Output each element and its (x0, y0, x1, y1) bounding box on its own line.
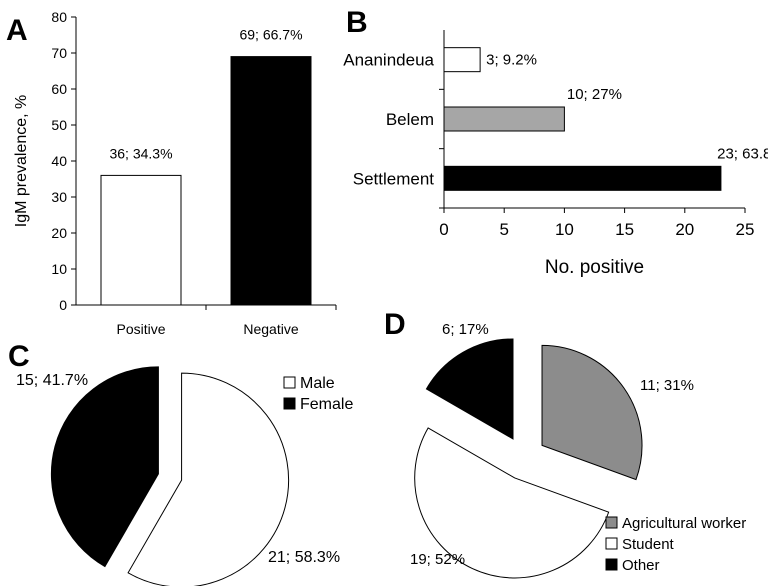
legend-label-male: Male (300, 375, 335, 392)
pie-slice-agricultural-worker (541, 344, 643, 481)
panel-b-horizontal-bar-chart: 0 5 10 15 20 25 Ananindeua 3; 9.2% Belem 10; 27% S… (343, 30, 768, 278)
data-label-female: 15; 41.7% (16, 372, 88, 389)
data-label-other: 6; 17% (442, 321, 489, 338)
panel-a-bar-chart: 0 10 20 30 40 50 60 70 80 36; 34.3% Positive 69; 66… (13, 9, 337, 337)
x-category-label: Positive (116, 321, 165, 337)
x-tick-label: 15 (615, 220, 634, 239)
legend-swatch-other (605, 558, 618, 571)
panel-letter-c: C (8, 340, 30, 373)
legend-swatch-male (283, 376, 296, 389)
legend-label-agricultural-worker: Agricultural worker (622, 515, 746, 532)
data-label-ananindeua: 3; 9.2% (486, 52, 537, 69)
x-category-label: Negative (243, 321, 298, 337)
data-label-positive: 36; 34.3% (109, 145, 172, 161)
panel-c-pie-chart: 21; 58.3% 15; 41.7% Male Female (16, 366, 353, 586)
pie-slice-female (50, 366, 159, 568)
y-tick-label: 80 (51, 9, 67, 25)
y-category-label: Belem (386, 110, 434, 129)
y-tick-label: 50 (51, 117, 67, 133)
panel-d-pie-chart: 11; 31% 19; 52% 6; 17% Agricultural worker S… (410, 321, 746, 579)
data-label-settlement: 23; 63.8% (717, 145, 768, 162)
bar-negative (230, 56, 312, 306)
y-category-label: Ananindeua (343, 51, 434, 70)
x-tick-label: 0 (439, 220, 448, 239)
legend-label-other: Other (622, 557, 660, 574)
y-category-label: Settlement (353, 169, 435, 188)
x-tick-label: 20 (675, 220, 694, 239)
panel-letter-a: A (6, 14, 28, 47)
y-tick-label: 40 (51, 153, 67, 169)
x-axis-title: No. positive (545, 257, 644, 278)
y-tick-label: 30 (51, 189, 67, 205)
data-label-agricultural-worker: 11; 31% (640, 377, 694, 394)
bar-belem (443, 106, 565, 132)
x-tick-label: 10 (555, 220, 574, 239)
legend-swatch-agricultural-worker (605, 516, 618, 529)
pie-slice-student (414, 427, 610, 579)
x-tick-label: 5 (499, 220, 508, 239)
y-axis-title: IgM prevalence, % (13, 95, 30, 228)
x-tick-label: 25 (736, 220, 755, 239)
y-tick-label: 70 (51, 45, 67, 61)
data-label-student: 19; 52% (410, 551, 465, 568)
data-label-male: 21; 58.3% (268, 549, 340, 566)
panel-letter-d: D (384, 308, 406, 341)
bar-settlement (443, 165, 722, 191)
data-label-negative: 69; 66.7% (239, 27, 302, 43)
panel-letter-b: B (346, 6, 368, 39)
data-label-belem: 10; 27% (567, 86, 622, 103)
y-tick-label: 60 (51, 81, 67, 97)
bar-positive (100, 174, 182, 306)
pie-slice-male (127, 372, 290, 586)
y-tick-label: 20 (51, 225, 67, 241)
bar-ananindeua (443, 47, 481, 73)
y-tick-label: 0 (59, 297, 67, 313)
legend-swatch-student (605, 537, 618, 550)
legend-label-female: Female (300, 396, 353, 413)
legend-swatch-female (283, 397, 296, 410)
pie-slice-other (425, 338, 514, 440)
y-tick-label: 10 (51, 261, 67, 277)
legend-label-student: Student (622, 536, 675, 553)
